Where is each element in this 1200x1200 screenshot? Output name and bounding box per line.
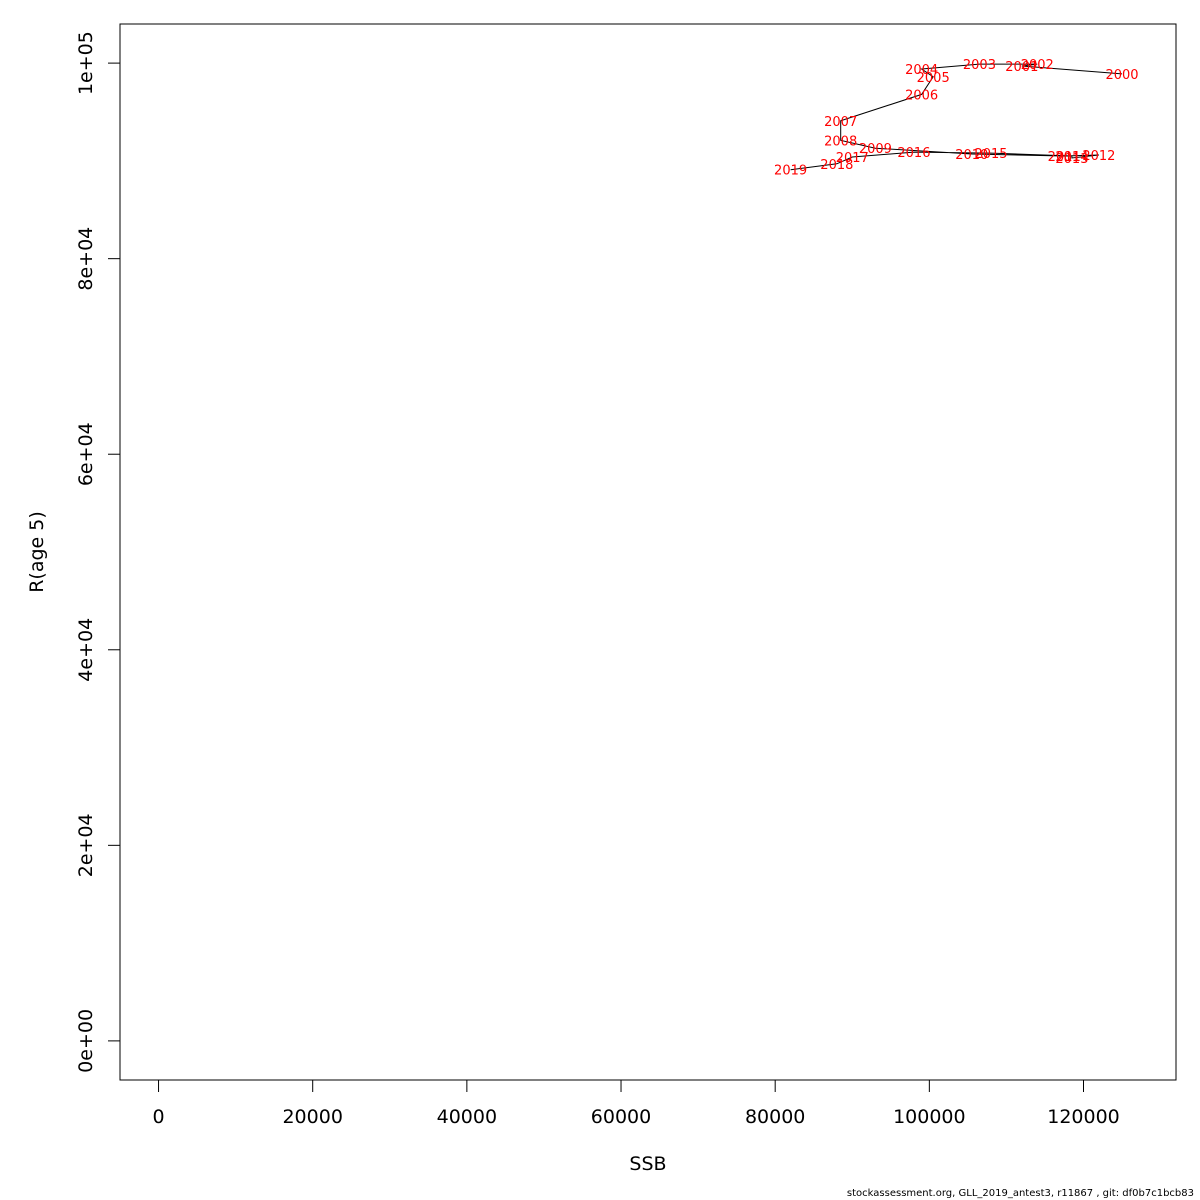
year-label: 2019: [774, 164, 807, 179]
y-axis: 0e+00 2e+04 4e+04 6e+04 8e+04 1e+05: [75, 31, 121, 1073]
year-label: 2007: [824, 115, 857, 130]
year-label: 2017: [836, 151, 869, 166]
year-label: 2005: [917, 71, 950, 86]
x-tick-label: 80000: [745, 1106, 805, 1128]
y-tick-label: 4e+04: [75, 618, 97, 682]
year-label: 2002: [1021, 58, 1054, 73]
year-label: 2012: [1082, 149, 1115, 164]
year-label: 2006: [905, 88, 938, 103]
year-label: 2008: [824, 134, 857, 149]
x-tick-label: 0: [152, 1106, 164, 1128]
year-label: 2000: [1105, 68, 1138, 83]
year-label: 2014: [1055, 150, 1088, 165]
year-label: 2015: [974, 147, 1007, 162]
x-tick-label: 60000: [591, 1106, 651, 1128]
year-label: 2009: [859, 142, 892, 157]
y-axis-label: R(age 5): [26, 511, 48, 593]
year-label: 2013: [1055, 152, 1088, 167]
y-tick-label: 0e+00: [75, 1009, 97, 1073]
footer-note: stockassessment.org, GLL_2019_antest3, r…: [846, 1188, 1194, 1199]
x-tick-label: 20000: [282, 1106, 342, 1128]
year-label: 2004: [905, 63, 938, 78]
year-label: 2010: [955, 148, 988, 163]
year-label: 2016: [897, 146, 930, 161]
plot-frame: [119, 23, 1177, 1081]
x-axis: 0 20000 40000 60000 80000 100000 120000: [152, 1079, 1120, 1128]
series: 2000200120022003200420052006200720082009…: [774, 58, 1139, 179]
x-tick-label: 100000: [893, 1106, 966, 1128]
y-tick-label: 1e+05: [75, 31, 97, 95]
x-tick-label: 40000: [437, 1106, 497, 1128]
trajectory-line: [790, 63, 1123, 171]
y-tick-label: 2e+04: [75, 813, 97, 877]
y-tick-label: 6e+04: [75, 422, 97, 486]
year-label: 2001: [1005, 60, 1038, 75]
x-tick-label: 120000: [1047, 1106, 1120, 1128]
year-label: 2018: [820, 158, 853, 173]
year-label: 2011: [1048, 150, 1081, 165]
y-tick-label: 8e+04: [75, 227, 97, 291]
x-axis-label: SSB: [629, 1153, 666, 1175]
year-label: 2003: [963, 58, 996, 73]
